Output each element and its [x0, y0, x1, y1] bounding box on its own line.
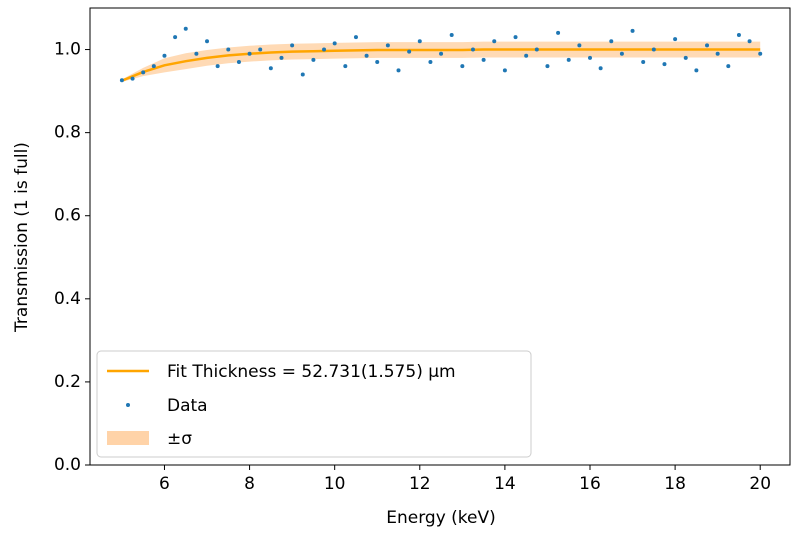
data-point — [353, 35, 358, 40]
legend-label: Fit Thickness = 52.731(1.575) μm — [167, 362, 456, 382]
data-point — [428, 60, 433, 65]
data-point — [651, 47, 656, 52]
data-point — [513, 35, 518, 40]
data-point — [481, 57, 486, 62]
data-point — [439, 51, 444, 56]
data-point — [396, 68, 401, 73]
data-point — [556, 30, 561, 35]
data-point — [407, 49, 412, 54]
data-point — [322, 47, 327, 52]
data-point — [205, 39, 210, 44]
data-point — [236, 60, 241, 65]
data-point — [162, 53, 167, 58]
data-point — [332, 41, 337, 46]
x-tick-label: 16 — [579, 474, 601, 494]
data-point — [577, 43, 582, 48]
legend-label: ±σ — [167, 429, 192, 449]
data-point — [215, 64, 220, 69]
plot-frame — [89, 7, 791, 466]
data-point — [747, 39, 752, 44]
data-point — [524, 53, 529, 58]
data-point — [290, 43, 295, 48]
data-point — [279, 55, 284, 60]
error-band — [121, 41, 761, 82]
data-point — [247, 51, 252, 56]
y-tick-label: 0.6 — [54, 206, 81, 226]
data-point — [630, 28, 635, 33]
data-point — [502, 68, 507, 73]
data-point — [598, 66, 603, 71]
y-tick-label: 0.0 — [54, 455, 81, 475]
data-point — [736, 33, 741, 38]
legend-box — [96, 350, 532, 458]
data-point — [460, 64, 465, 69]
data-point — [183, 26, 188, 31]
y-tick-label: 0.2 — [54, 372, 81, 392]
data-point — [588, 55, 592, 60]
data-point — [385, 43, 390, 48]
data-point — [641, 60, 646, 65]
data-point — [343, 64, 348, 69]
data-point — [364, 53, 369, 58]
data-point — [300, 72, 305, 77]
x-tick-label: 20 — [749, 474, 771, 494]
data-point — [715, 51, 720, 56]
y-tick-label: 1.0 — [54, 40, 81, 60]
data-point — [694, 68, 699, 73]
data-point — [130, 76, 135, 81]
legend-data-swatch — [126, 403, 130, 407]
x-tick-label: 18 — [664, 474, 686, 494]
data-point — [545, 64, 550, 69]
x-tick-label: 6 — [159, 474, 170, 494]
data-point — [673, 37, 678, 42]
data-point — [194, 51, 199, 56]
x-tick-label: 8 — [244, 474, 255, 494]
data-point — [258, 47, 263, 52]
data-point — [705, 43, 710, 48]
data-point — [141, 70, 146, 75]
x-axis-label: Energy (keV) — [386, 508, 496, 528]
y-tick-label: 0.4 — [54, 289, 81, 309]
x-tick-label: 14 — [494, 474, 516, 494]
data-point — [417, 39, 422, 44]
data-point — [226, 47, 231, 52]
y-tick-label: 0.8 — [54, 123, 81, 143]
data-point — [758, 51, 763, 56]
x-tick-label: 10 — [324, 474, 346, 494]
data-point — [470, 47, 475, 52]
y-axis-label: Transmission (1 is full) — [12, 142, 32, 333]
data-point — [683, 55, 688, 60]
data-point — [609, 39, 614, 44]
data-point — [566, 57, 571, 62]
data-point — [119, 78, 124, 83]
data-point — [726, 64, 731, 69]
data-point — [492, 39, 497, 44]
data-point — [311, 57, 316, 62]
data-point — [619, 51, 624, 56]
legend-label: Data — [167, 396, 208, 416]
x-tick-label: 12 — [409, 474, 431, 494]
data-point — [151, 64, 156, 69]
data-point — [268, 66, 273, 71]
data-point — [375, 60, 380, 65]
legend-band-swatch — [107, 431, 149, 445]
data-point — [173, 35, 178, 40]
data-point — [534, 47, 539, 52]
data-point — [662, 62, 667, 67]
data-point — [449, 33, 454, 38]
